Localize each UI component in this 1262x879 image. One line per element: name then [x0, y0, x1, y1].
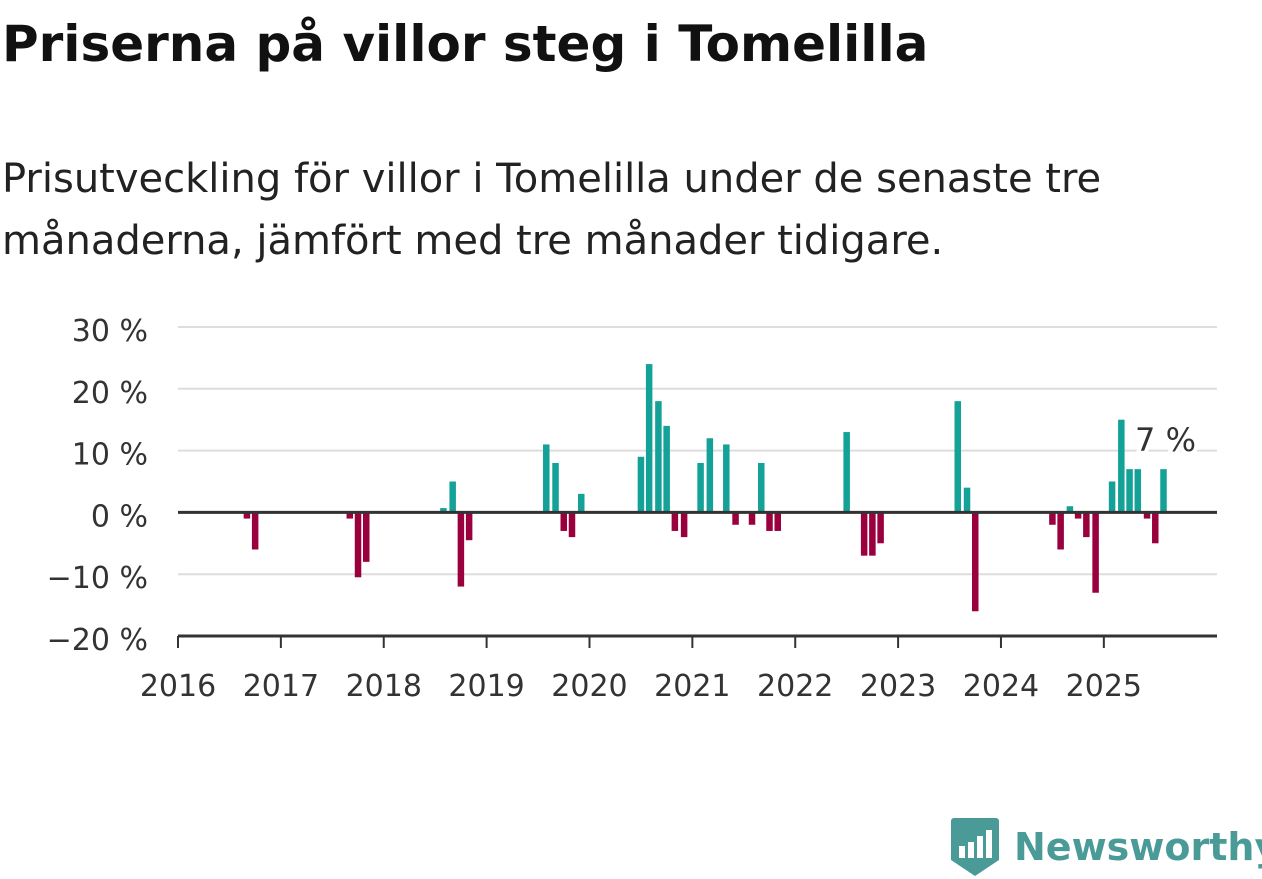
chart-title: Priserna på villor steg i Tomelilla	[2, 15, 929, 73]
axes	[177, 510, 1217, 648]
bar	[637, 456, 645, 513]
bar	[877, 512, 884, 544]
bar	[1118, 419, 1125, 513]
bar	[1143, 512, 1151, 519]
bar	[1066, 506, 1074, 513]
bar	[645, 364, 653, 513]
x-tick-label: 2020	[551, 669, 627, 704]
bar	[972, 512, 979, 612]
bar	[860, 512, 868, 556]
bar	[1057, 512, 1064, 550]
bar	[440, 508, 447, 513]
bar	[1160, 469, 1167, 513]
bar	[774, 512, 781, 531]
bar	[543, 444, 550, 513]
bar	[346, 512, 354, 519]
bar	[243, 512, 251, 519]
bar	[706, 438, 714, 513]
chart-subtitle: Prisutveckling för villor i Tomelilla un…	[2, 156, 1102, 264]
last-value-annotation: 7 %	[1135, 421, 1196, 459]
bar	[963, 487, 971, 513]
newsworthy-logo-icon	[951, 818, 999, 876]
bar-chart: −20 % −10 % 0 % 10 % 20 % 30 % 2016 2017 2018 201…	[47, 314, 1217, 704]
bar	[363, 512, 370, 562]
x-tick-label: 2025	[1066, 669, 1142, 704]
bar	[1092, 512, 1099, 593]
bar	[552, 462, 559, 513]
y-tick-label: −20 %	[47, 623, 148, 658]
bar	[732, 512, 739, 525]
bar	[748, 512, 756, 525]
bar	[1108, 481, 1116, 513]
brand-name: Newsworthy	[1014, 825, 1262, 869]
bar	[1134, 469, 1142, 513]
bar	[723, 444, 730, 513]
bar	[560, 512, 568, 531]
y-tick-label: −10 %	[47, 561, 148, 596]
x-tick-label: 2017	[243, 669, 319, 704]
bar	[671, 512, 679, 531]
bar	[251, 512, 259, 550]
bar	[697, 462, 704, 513]
bar	[1083, 512, 1090, 538]
x-tick-label: 2018	[346, 669, 422, 704]
bars	[243, 364, 1167, 612]
x-tick-label: 2022	[757, 669, 833, 704]
bar	[655, 401, 662, 513]
bar	[1049, 512, 1056, 525]
bar	[954, 401, 962, 513]
bar	[578, 493, 585, 513]
x-tick-label: 2023	[860, 669, 936, 704]
bar	[1074, 512, 1082, 519]
x-tick-label: 2024	[963, 669, 1039, 704]
bar	[869, 512, 876, 556]
tick-labels: −20 % −10 % 0 % 10 % 20 % 30 % 2016 2017 2018 201…	[47, 314, 1200, 704]
y-tick-label: 0 %	[91, 499, 148, 534]
y-tick-label: 30 %	[72, 314, 148, 349]
bar	[758, 462, 765, 513]
bar	[843, 432, 850, 513]
bar	[766, 512, 773, 531]
bar	[1152, 512, 1159, 544]
x-tick-label: 2021	[654, 669, 730, 704]
bar	[663, 425, 670, 513]
newsworthy-logo: Newsworthy	[950, 815, 1262, 879]
bar	[568, 512, 576, 538]
bar	[1126, 469, 1133, 513]
gridlines	[178, 326, 1217, 576]
x-tick-label: 2016	[140, 669, 216, 704]
y-tick-label: 20 %	[72, 376, 148, 411]
bar	[449, 481, 456, 513]
y-tick-label: 10 %	[72, 438, 148, 473]
bar	[457, 512, 465, 587]
x-tick-label: 2019	[448, 669, 524, 704]
bar	[465, 512, 473, 541]
bar	[354, 512, 362, 578]
bar	[680, 512, 688, 538]
